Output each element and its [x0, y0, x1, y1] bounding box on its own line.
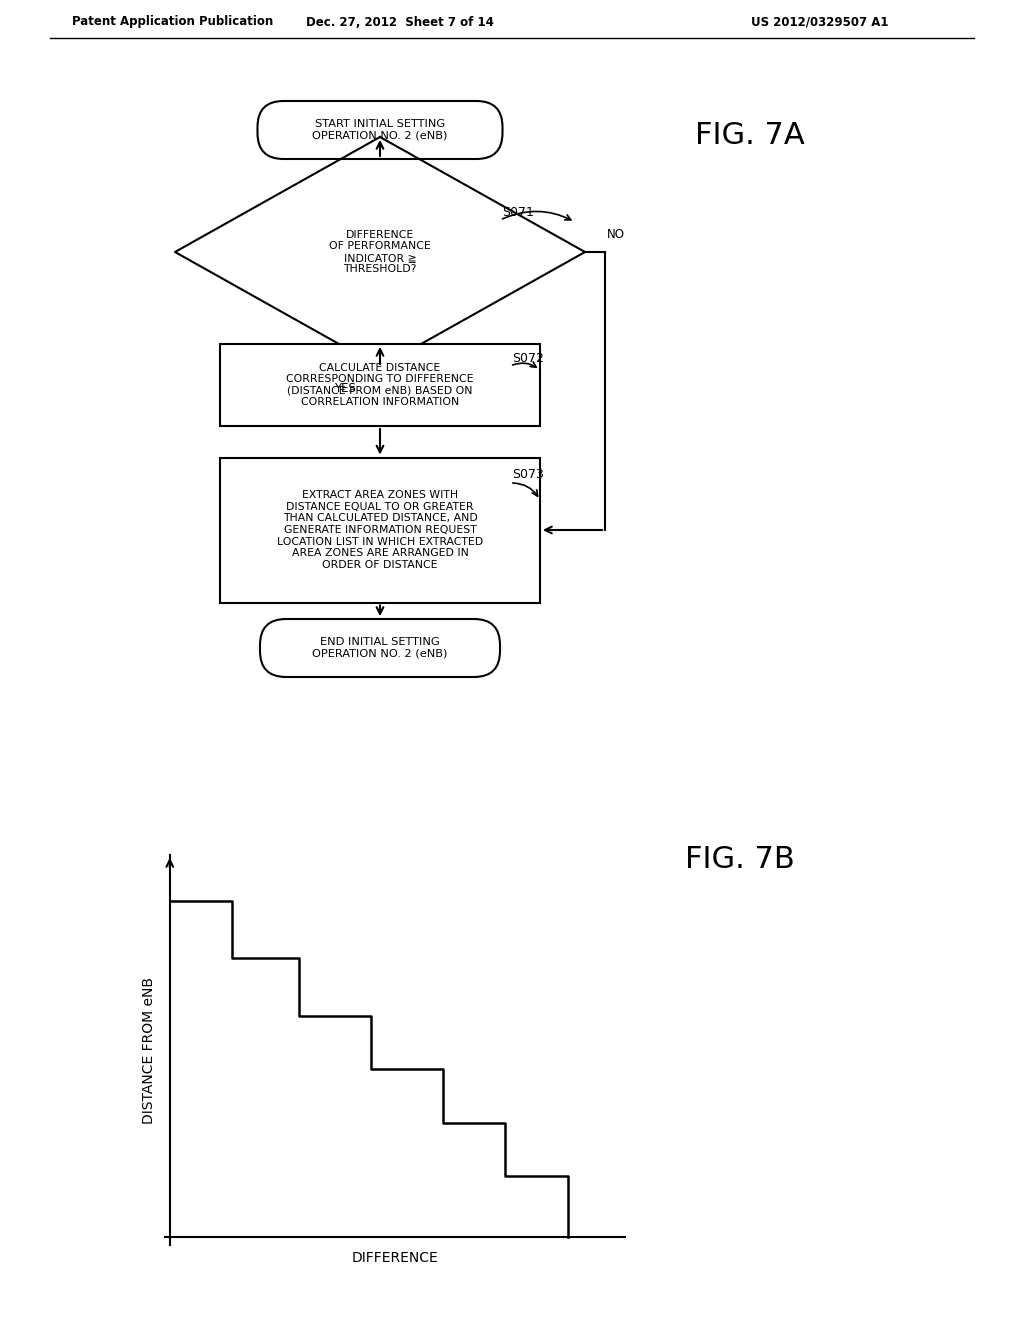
- Text: US 2012/0329507 A1: US 2012/0329507 A1: [752, 16, 889, 29]
- Text: END INITIAL SETTING
OPERATION NO. 2 (eNB): END INITIAL SETTING OPERATION NO. 2 (eNB…: [312, 638, 447, 659]
- Bar: [220, 345, 540, 426]
- FancyBboxPatch shape: [257, 102, 503, 158]
- FancyBboxPatch shape: [260, 619, 500, 677]
- Polygon shape: [175, 137, 585, 367]
- Y-axis label: DISTANCE FROM eNB: DISTANCE FROM eNB: [142, 977, 156, 1123]
- Text: FIG. 7A: FIG. 7A: [695, 120, 805, 149]
- Text: S072: S072: [512, 351, 544, 364]
- X-axis label: DIFFERENCE: DIFFERENCE: [351, 1251, 438, 1266]
- Text: CALCULATE DISTANCE
CORRESPONDING TO DIFFERENCE
(DISTANCE FROM eNB) BASED ON
CORR: CALCULATE DISTANCE CORRESPONDING TO DIFF…: [287, 363, 474, 408]
- Text: S073: S073: [512, 469, 544, 482]
- Text: YES: YES: [334, 383, 356, 396]
- Text: START INITIAL SETTING
OPERATION NO. 2 (eNB): START INITIAL SETTING OPERATION NO. 2 (e…: [312, 119, 447, 141]
- Bar: [220, 458, 540, 602]
- Text: NO: NO: [607, 227, 625, 240]
- Text: DIFFERENCE
OF PERFORMANCE
INDICATOR ≧
THRESHOLD?: DIFFERENCE OF PERFORMANCE INDICATOR ≧ TH…: [329, 230, 431, 275]
- Text: FIG. 7B: FIG. 7B: [685, 846, 795, 874]
- Text: S071: S071: [502, 206, 534, 219]
- Text: Dec. 27, 2012  Sheet 7 of 14: Dec. 27, 2012 Sheet 7 of 14: [306, 16, 494, 29]
- Text: EXTRACT AREA ZONES WITH
DISTANCE EQUAL TO OR GREATER
THAN CALCULATED DISTANCE, A: EXTRACT AREA ZONES WITH DISTANCE EQUAL T…: [276, 490, 483, 570]
- Text: Patent Application Publication: Patent Application Publication: [72, 16, 273, 29]
